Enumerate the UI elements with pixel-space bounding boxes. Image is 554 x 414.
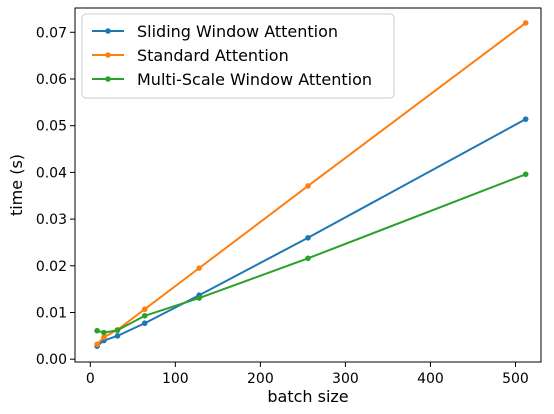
- y-tick-label: 0.07: [36, 25, 67, 41]
- y-tick-label: 0.01: [36, 305, 67, 321]
- legend-marker-sliding-window-attention: [105, 28, 111, 34]
- y-tick-label: 0.06: [36, 72, 67, 88]
- x-tick-label: 500: [502, 371, 529, 387]
- legend-marker-standard-attention: [105, 52, 111, 58]
- x-tick-label: 100: [162, 371, 189, 387]
- data-point-multi-scale-window-attention: [305, 255, 311, 262]
- legend-label-multi-scale-window-attention: Multi-Scale Window Attention: [137, 70, 372, 89]
- data-point-multi-scale-window-attention: [114, 327, 121, 334]
- data-point-standard-attention: [141, 306, 148, 313]
- legend-items: Sliding Window Attention Standard Attenti…: [92, 22, 372, 89]
- plot-frame: [74, 7, 542, 363]
- data-point-multi-scale-window-attention: [94, 327, 100, 334]
- x-axis-label: batch size: [267, 387, 348, 406]
- data-point-multi-scale-window-attention: [141, 312, 148, 319]
- data-point-sliding-window-attention: [522, 116, 529, 122]
- y-tick-label: 0.00: [36, 352, 67, 368]
- data-point-standard-attention: [101, 334, 107, 341]
- y-tick-label: 0.05: [36, 119, 67, 135]
- data-point-standard-attention: [196, 265, 202, 271]
- y-axis-ticks: 0.00 0.01 0.02 0.03 0.04 0.05 0.06 0.07: [36, 25, 75, 368]
- x-tick-label: 0: [86, 371, 95, 387]
- legend: Sliding Window Attention Standard Attenti…: [81, 13, 395, 99]
- data-point-multi-scale-window-attention: [522, 171, 529, 178]
- x-tick-label: 400: [417, 371, 444, 387]
- y-tick-label: 0.02: [36, 259, 67, 275]
- data-point-standard-attention: [94, 341, 100, 348]
- series-layer: [94, 20, 529, 349]
- x-axis-ticks: 0 100 200 300 400 500: [86, 362, 529, 387]
- data-point-sliding-window-attention: [114, 333, 121, 339]
- legend-box: [81, 13, 395, 99]
- legend-label-standard-attention: Standard Attention: [137, 46, 289, 65]
- data-point-standard-attention: [305, 183, 311, 189]
- data-point-sliding-window-attention: [305, 234, 311, 241]
- data-point-multi-scale-window-attention: [101, 329, 107, 336]
- x-tick-label: 300: [332, 371, 359, 387]
- data-point-sliding-window-attention: [141, 320, 148, 327]
- y-tick-label: 0.03: [36, 212, 67, 228]
- legend-label-sliding-window-attention: Sliding Window Attention: [137, 22, 338, 41]
- data-point-multi-scale-window-attention: [196, 295, 202, 301]
- y-axis-label: time (s): [7, 154, 26, 216]
- data-point-standard-attention: [522, 20, 529, 26]
- legend-marker-multi-scale-window-attention: [105, 76, 111, 82]
- x-tick-label: 200: [247, 371, 274, 387]
- y-tick-label: 0.04: [36, 165, 67, 181]
